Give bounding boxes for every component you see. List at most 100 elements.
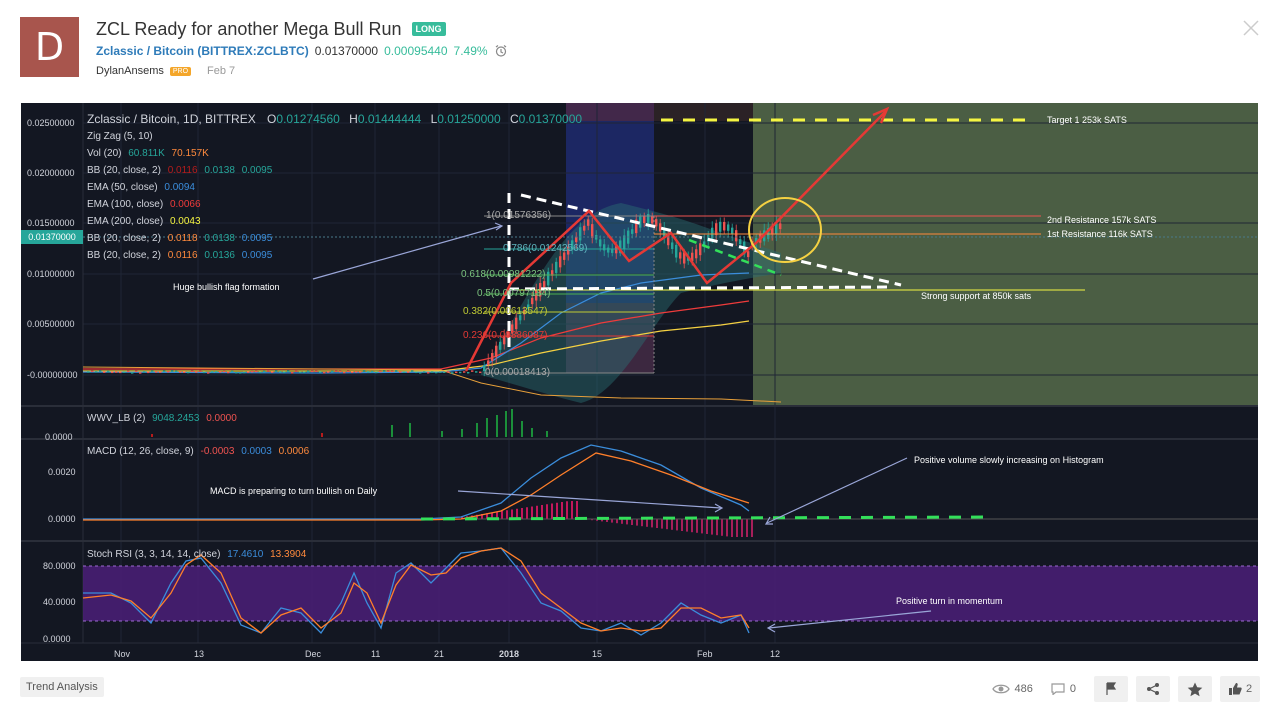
candle: [243, 371, 246, 374]
chart-snapshot[interactable]: Zclassic / Bitcoin, 1D, BITTREX O0.01274…: [21, 103, 1258, 661]
candle: [95, 371, 98, 373]
symbol-name[interactable]: Zclassic / Bitcoin: [96, 44, 195, 58]
macd-legend[interactable]: MACD (12, 26, close, 9) -0.0003 0.0003 0…: [87, 446, 309, 457]
flag-button[interactable]: [1094, 676, 1128, 702]
fib-label: 0.786(0.01242569): [503, 243, 588, 254]
category-tag[interactable]: Trend Analysis: [20, 677, 104, 697]
macd-hist-bar: [626, 519, 628, 525]
indicator-bb-1[interactable]: BB (20, close, 2) 0.0116 0.0138 0.0095: [87, 165, 272, 176]
support-label: Strong support at 850k sats: [921, 291, 1032, 301]
momentum-arrow: [768, 610, 932, 629]
macd-arrowhead: [714, 503, 724, 513]
bb-lower-line: [82, 366, 782, 403]
symbol-link[interactable]: Zclassic / Bitcoin (BITTREX:ZCLBTC): [96, 44, 309, 58]
macd-hist-bar: [751, 519, 753, 537]
macd-hist-bar: [666, 519, 668, 530]
symbol-exchange[interactable]: (BITTREX:ZCLBTC): [197, 44, 309, 58]
candle: [295, 370, 298, 372]
views-stat: 486: [991, 683, 1033, 695]
candle: [255, 370, 258, 373]
candle: [123, 371, 126, 373]
target-zone: [753, 103, 1258, 406]
macd-hist-bar: [481, 514, 483, 519]
indicator-label: Zig Zag (5, 10): [87, 131, 153, 142]
macd-hist-bar: [741, 519, 743, 537]
indicator-value: 0.0138: [204, 233, 235, 244]
macd-value-2: 0.0003: [241, 446, 272, 457]
candle: [415, 371, 418, 374]
candle: [319, 371, 322, 373]
legend-symbol: Zclassic / Bitcoin, 1D, BITTREX: [87, 112, 256, 126]
like-button[interactable]: 2: [1220, 676, 1260, 702]
flag-label: Huge bullish flag formation: [173, 282, 280, 292]
stoch-legend[interactable]: Stoch RSI (3, 3, 14, 14, close) 17.4610 …: [87, 549, 306, 560]
close-icon[interactable]: [1242, 19, 1260, 37]
candle: [299, 371, 302, 374]
macd-hist-bar: [546, 504, 548, 519]
macd-value-3: 0.0006: [278, 446, 310, 457]
candle: [143, 371, 146, 373]
indicator-value: 70.157K: [171, 148, 209, 159]
candle: [127, 370, 130, 373]
indicator-bb-2[interactable]: BB (20, close, 2) 0.0118 0.0138 0.0095: [87, 233, 272, 244]
candle: [187, 371, 190, 374]
candle: [163, 370, 166, 373]
favorite-button[interactable]: [1178, 676, 1212, 702]
wwv-legend[interactable]: WWV_LB (2) 9048.2453 0.0000: [87, 413, 237, 424]
candle: [167, 370, 170, 373]
macd-hist-bar: [496, 511, 498, 519]
macd-hist-bar: [486, 513, 488, 519]
indicator-ema-50[interactable]: EMA (50, close) 0.0094: [87, 182, 195, 193]
macd-hist-bar: [571, 501, 573, 519]
fib-label: 0.236(0.00386087): [463, 330, 548, 341]
price-tick: 0.02500000: [27, 118, 75, 128]
indicator-ema-200[interactable]: EMA (200, close) 0.0043: [87, 216, 201, 227]
candle: [139, 372, 142, 374]
macd-hist-bar: [506, 510, 508, 519]
candle: [239, 372, 242, 374]
candle: [135, 370, 138, 372]
candle: [219, 371, 222, 373]
indicator-label: EMA (200, close): [87, 216, 164, 227]
target-label: Target 1 253k SATS: [1047, 115, 1127, 125]
indicator-value: 0.0095: [241, 250, 273, 261]
indicator-zigzag[interactable]: Zig Zag (5, 10): [87, 131, 153, 142]
candle: [411, 370, 414, 372]
author-avatar[interactable]: D: [20, 17, 79, 77]
candle: [119, 371, 122, 374]
share-button[interactable]: [1136, 676, 1170, 702]
macd-hist-bar: [596, 519, 598, 521]
indicator-label: EMA (100, close): [87, 199, 164, 210]
fib-lines: [484, 215, 655, 374]
candle: [323, 371, 326, 374]
thumbs-up-icon: [1228, 683, 1242, 695]
chart-canvas: [21, 103, 1258, 644]
macd-label: MACD (12, 26, close, 9): [87, 446, 194, 457]
author-name[interactable]: DylanAnsems: [96, 65, 164, 77]
alarm-clock-icon[interactable]: [494, 44, 508, 58]
likes-count: 2: [1245, 683, 1253, 695]
candle: [327, 371, 330, 373]
wwv-bars: [391, 409, 548, 437]
macd-hist-bar: [671, 519, 673, 530]
macd-hist-bar: [656, 519, 658, 528]
ema-200-line: [83, 320, 750, 372]
comments-stat[interactable]: 0: [1051, 683, 1076, 695]
indicator-bb-3[interactable]: BB (20, close, 2) 0.0116 0.0136 0.0095: [87, 250, 272, 261]
idea-header: D ZCL Ready for another Mega Bull Run LO…: [20, 17, 1260, 81]
macd-hist-bar: [526, 507, 528, 519]
resistance-2-label: 2nd Resistance 157k SATS: [1047, 215, 1157, 225]
price-tick: 0.01500000: [27, 218, 75, 228]
candle: [387, 370, 390, 372]
candle: [343, 371, 346, 374]
macd-hist-bar: [681, 519, 683, 531]
candle: [375, 371, 378, 374]
candle: [391, 370, 394, 373]
fib-label: 0(0.00018413): [485, 367, 551, 378]
share-icon: [1147, 683, 1159, 695]
indicator-ema-100[interactable]: EMA (100, close) 0.0066: [87, 199, 201, 210]
candle: [99, 370, 102, 372]
flag-arrow: [312, 225, 502, 280]
indicator-vol[interactable]: Vol (20) 60.811K 70.157K: [87, 148, 209, 159]
candle: [455, 371, 458, 374]
